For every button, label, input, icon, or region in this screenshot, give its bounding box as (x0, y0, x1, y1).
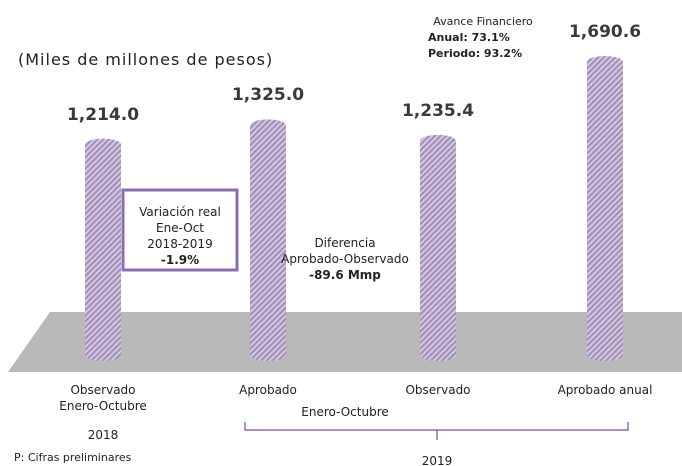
bar (420, 134, 456, 361)
group-label: Enero-Octubre (301, 405, 389, 419)
x-tick-label: Aprobado (239, 383, 297, 397)
variacion-line: 2018-2019 (147, 237, 213, 251)
variacion-line: Ene-Oct (156, 221, 204, 235)
platform (8, 312, 682, 372)
bar (587, 56, 623, 361)
avance-periodo: Periodo: 93.2% (428, 47, 523, 60)
diferencia-line: Aprobado-Observado (281, 252, 409, 266)
x-tick-label: Aprobado anual (557, 383, 653, 397)
variacion-value: -1.9% (160, 253, 200, 267)
avance-title: Avance Financiero (433, 15, 533, 28)
avance-anual: Anual: 73.1% (428, 31, 510, 44)
bar (85, 138, 121, 361)
diferencia-value: -89.6 Mmp (309, 268, 381, 282)
bracket (244, 422, 629, 440)
group-label: 2019 (421, 454, 453, 466)
value-label: 1,325.0 (231, 85, 305, 106)
footnote: P: Cifras preliminares (14, 451, 132, 464)
variacion-line: Variación real (139, 205, 221, 219)
x-tick-label: Observado (405, 383, 471, 397)
value-label: 1,690.6 (568, 22, 642, 42)
subtitle: (Miles de millones de pesos) (18, 50, 274, 69)
x-tick-label: Observado Enero-Octubre (59, 383, 147, 413)
group-label: 2018 (87, 428, 119, 442)
value-label: 1,214.0 (66, 104, 140, 125)
diferencia-line: Diferencia (314, 236, 376, 250)
variacion-box (121, 188, 239, 272)
value-label: 1,235.4 (401, 100, 475, 121)
bar (250, 119, 286, 361)
